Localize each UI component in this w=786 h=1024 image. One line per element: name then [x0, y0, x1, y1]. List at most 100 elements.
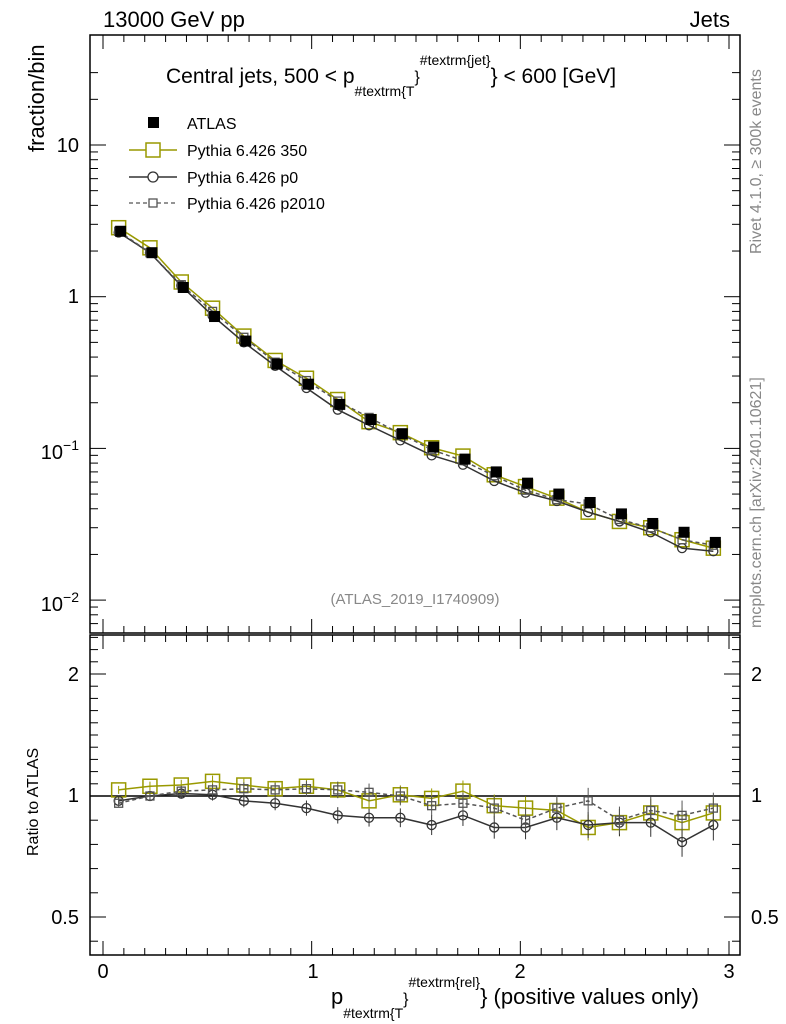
- ratio-line-p2010: [118, 787, 714, 822]
- top-panel-series: [110, 219, 722, 557]
- x-tick-0: 0: [97, 961, 108, 983]
- point-marker-p2010: [364, 787, 374, 797]
- point-marker-atlas: [177, 281, 189, 293]
- point-marker-atlas: [584, 496, 596, 508]
- x-tick-labels: 0 1 2 3: [97, 961, 734, 983]
- point-marker-p0: [676, 836, 688, 848]
- point-marker-p2010: [270, 785, 280, 795]
- y-top-tick-10: 10: [57, 135, 79, 157]
- point-marker-p2010: [583, 796, 593, 806]
- header-left: 13000 GeV pp: [103, 7, 245, 32]
- x-label-suffix: } (positive values only): [480, 984, 699, 1009]
- x-label-close-brace: }: [403, 991, 409, 1008]
- legend: ATLAS Pythia 6.426 350 Pythia 6.426 p0 P…: [129, 116, 325, 213]
- y-top-tick-0.01: 10−2: [41, 589, 79, 616]
- ratio-line-p0: [118, 792, 714, 843]
- series-line-p0: [118, 231, 714, 552]
- point-marker-atlas: [678, 526, 690, 538]
- y-ratio-tick-0.5-right: 0.5: [751, 907, 779, 929]
- title-close-brace: }: [414, 69, 420, 86]
- y-top-tick-labels: 10 1 10−1 10−2: [41, 135, 79, 616]
- point-marker-atlas: [146, 247, 158, 259]
- point-marker-atlas: [522, 477, 534, 489]
- x-tick-1: 1: [307, 961, 318, 983]
- title-suffix: } < 600 [GeV]: [491, 65, 617, 88]
- legend-label-p2010: Pythia 6.426 p2010: [187, 196, 325, 213]
- x-tick-2: 2: [514, 961, 525, 983]
- x-label-prefix: p: [331, 984, 343, 1009]
- point-marker-atlas: [490, 466, 502, 478]
- x-label-sup: #textrm{rel}: [409, 974, 481, 990]
- point-marker-p2010: [520, 815, 531, 825]
- point-marker-atlas: [240, 335, 252, 347]
- point-marker-atlas: [459, 453, 471, 465]
- point-marker-p0: [426, 819, 437, 831]
- x-tick-3: 3: [723, 961, 734, 983]
- point-marker-p2010: [114, 798, 124, 808]
- legend-marker-p2010: [148, 198, 158, 208]
- y-ratio-tick-2-right: 2: [751, 664, 762, 686]
- y-top-tick-1: 1: [68, 286, 79, 308]
- y-ratio-tick-labels: 2 1 0.5 2 1 0.5: [51, 664, 779, 929]
- title-sup: #textrm{jet}: [420, 52, 491, 68]
- point-marker-atlas: [647, 517, 659, 529]
- point-marker-atlas: [365, 414, 377, 426]
- point-marker-p0: [332, 810, 343, 821]
- y-axis-label-bottom: Ratio to ATLAS: [25, 748, 42, 856]
- point-marker-p0: [238, 795, 250, 806]
- plot-title: Central jets, 500 < p#textrm{T}#textrm{j…: [166, 52, 616, 99]
- point-marker-atlas: [209, 311, 221, 323]
- legend-label-p0: Pythia 6.426 p0: [187, 170, 298, 187]
- legend-label-350: Pythia 6.426 350: [187, 143, 307, 160]
- point-marker-p2010: [426, 801, 437, 811]
- point-marker-p2010: [646, 805, 656, 816]
- ratio-panel-frame: [89, 634, 741, 956]
- x-axis-label: p#textrm{T}#textrm{rel}} (positive value…: [331, 974, 699, 1021]
- x-label-sub: #textrm{T: [343, 1005, 403, 1021]
- y-ratio-tick-2-left: 2: [68, 664, 79, 686]
- rivet-label: Rivet 4.1.0, ≥ 300k events: [748, 69, 765, 254]
- point-marker-atlas: [396, 428, 408, 440]
- point-marker-atlas: [302, 378, 314, 390]
- point-marker-atlas: [334, 398, 346, 410]
- point-marker-atlas: [115, 225, 127, 237]
- title-prefix: Central jets, 500 < p: [166, 65, 355, 88]
- series-line-350: [118, 227, 714, 549]
- point-marker-p0: [395, 812, 406, 823]
- point-marker-p2010: [677, 810, 687, 821]
- point-marker-p0: [301, 802, 312, 814]
- point-marker-atlas: [271, 358, 283, 370]
- legend-label-atlas: ATLAS: [187, 116, 237, 133]
- point-marker-atlas: [709, 536, 721, 548]
- point-marker-p2010: [145, 791, 155, 801]
- mcplots-label: mcplots.cern.ch [arXiv:2401.10621]: [748, 377, 765, 628]
- ratio-panel-series: [110, 773, 722, 857]
- point-marker-p2010: [552, 803, 562, 813]
- point-marker-p2010: [207, 785, 218, 795]
- y-ratio-tick-1-right: 1: [751, 785, 762, 807]
- y-ratio-tick-1-left: 1: [68, 785, 79, 807]
- point-marker-p2010: [458, 798, 468, 808]
- y-ratio-tick-0.5-left: 0.5: [51, 907, 79, 929]
- point-marker-atlas: [553, 488, 565, 500]
- point-marker-p0: [583, 819, 594, 831]
- point-marker-p0: [269, 798, 281, 809]
- point-marker-p2010: [333, 785, 343, 795]
- point-marker-p2010: [239, 784, 249, 794]
- point-marker-atlas: [428, 441, 440, 453]
- point-marker-p2010: [614, 815, 625, 825]
- legend-marker-p0: [147, 171, 159, 183]
- point-marker-p2010: [301, 784, 312, 794]
- header-right: Jets: [690, 7, 730, 32]
- point-marker-atlas: [615, 508, 627, 520]
- legend-marker-350: [145, 142, 161, 158]
- point-marker-p2010: [176, 786, 186, 796]
- legend-marker-atlas: [148, 117, 159, 128]
- point-marker-p2010: [395, 791, 406, 801]
- y-axis-label-top: fraction/bin: [24, 44, 49, 152]
- point-marker-p0: [363, 812, 375, 823]
- top-panel-frame: [89, 34, 741, 634]
- point-marker-p0: [489, 822, 500, 833]
- point-marker-p2010: [708, 803, 718, 813]
